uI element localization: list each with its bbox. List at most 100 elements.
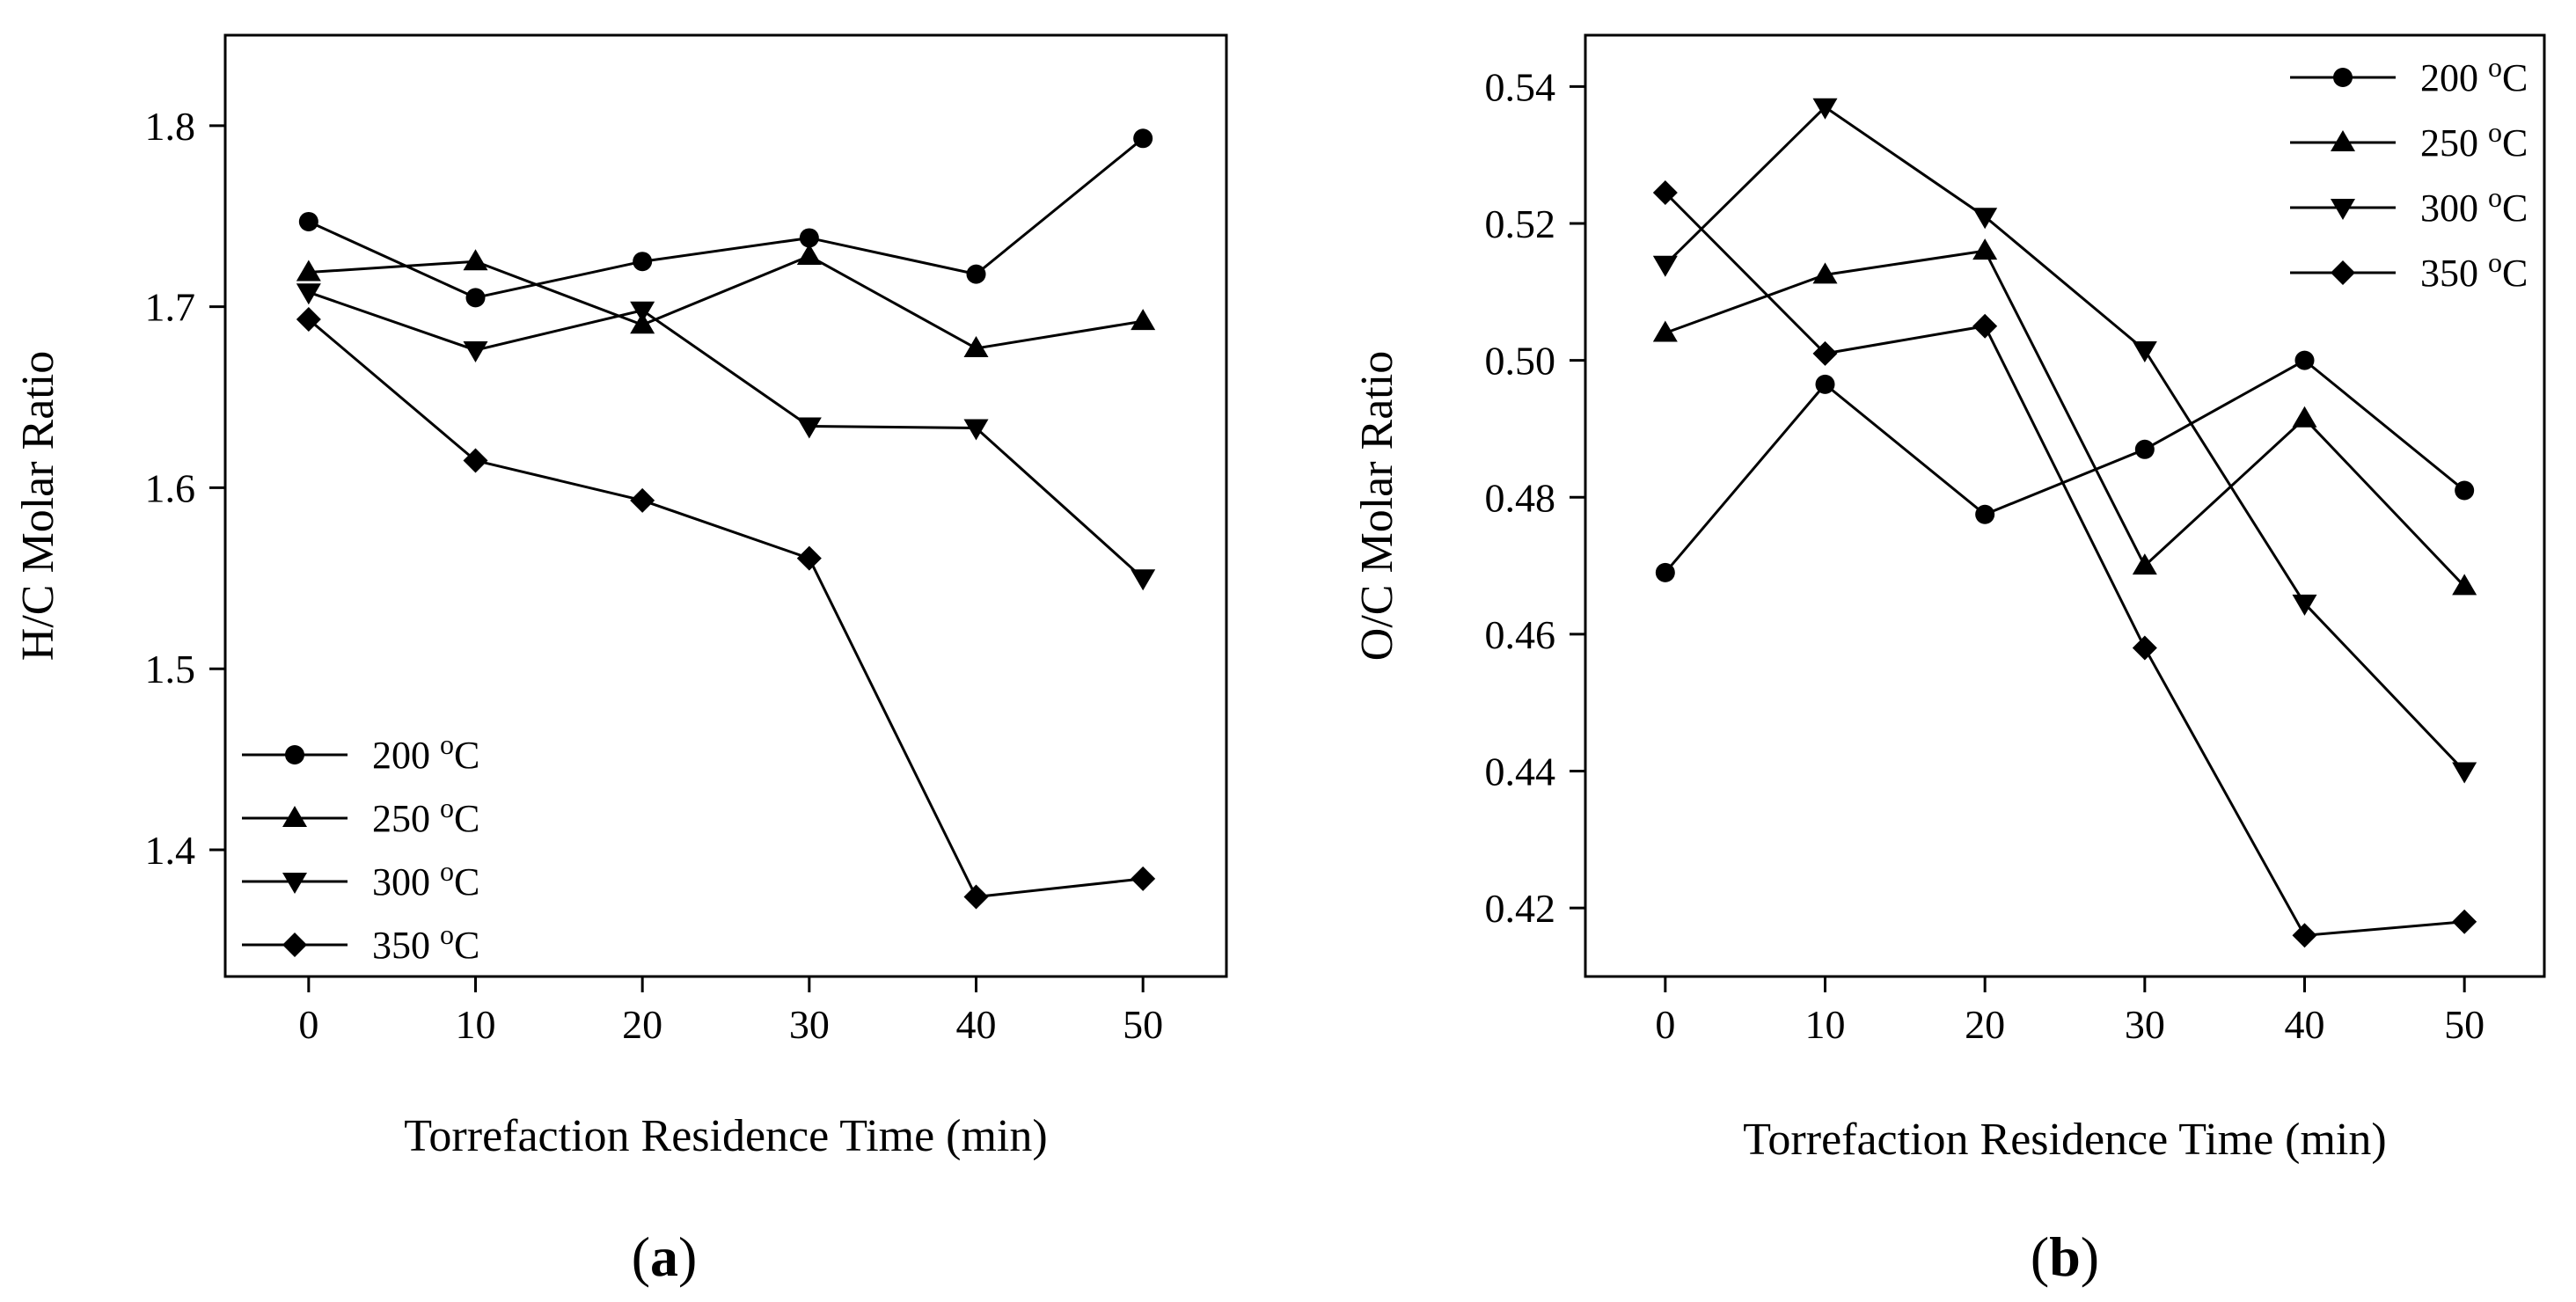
data-point-350 <box>1972 313 1998 339</box>
data-point-250 <box>2292 406 2317 428</box>
legend-marker-300 <box>2331 199 2355 220</box>
data-point-200 <box>465 288 486 308</box>
y-tick-label: 1.8 <box>145 104 196 149</box>
data-point-200 <box>799 228 819 248</box>
x-tick-label: 40 <box>2285 1002 2325 1047</box>
data-point-350 <box>2292 923 2317 948</box>
x-axis-title: Torrefaction Residence Time (min) <box>1743 1115 2386 1165</box>
plot-frame <box>1584 33 2546 978</box>
data-point-350 <box>463 448 488 473</box>
x-tick-label: 10 <box>1805 1002 1846 1047</box>
data-point-200 <box>1815 374 1835 394</box>
data-point-250 <box>2132 553 2157 575</box>
data-point-200 <box>298 211 318 231</box>
legend-label-300: 300 oC <box>2420 181 2528 230</box>
plot-frame <box>223 33 1228 978</box>
data-point-250 <box>296 260 321 282</box>
data-point-300 <box>2452 762 2477 784</box>
data-point-300 <box>2132 340 2157 362</box>
data-point-300 <box>1652 255 1678 277</box>
x-tick-label: 50 <box>1123 1002 1163 1047</box>
data-point-300 <box>963 419 989 441</box>
data-point-250 <box>1812 262 1838 284</box>
data-point-300 <box>1972 208 1998 230</box>
data-point-200 <box>2134 439 2155 459</box>
y-tick-label: 0.44 <box>1485 750 1556 794</box>
legend-marker-200 <box>2333 68 2353 87</box>
data-point-300 <box>630 301 655 323</box>
data-point-250 <box>630 312 655 334</box>
data-point-300 <box>1812 98 1838 120</box>
series-line-350 <box>307 318 1144 899</box>
x-tick-label: 50 <box>2444 1002 2485 1047</box>
legend-label-200: 200 oC <box>372 728 479 777</box>
data-point-200 <box>1655 562 1675 582</box>
data-point-300 <box>2292 594 2317 616</box>
legend-label-250: 250 oC <box>2420 116 2528 165</box>
legend-label-350: 350 oC <box>372 918 479 967</box>
series-line-250 <box>1665 249 2466 588</box>
x-tick-label: 20 <box>622 1002 662 1047</box>
data-point-250 <box>463 249 488 271</box>
x-tick-label: 0 <box>1655 1002 1675 1047</box>
chart-panel-b: 0 10 20 30 40 50 0.42 0.44 0.46 0.48 0.50 0.52 0.54 T… <box>1352 33 2546 1288</box>
legend-marker-300 <box>282 873 307 894</box>
data-point-250 <box>963 335 989 357</box>
data-point-350 <box>1131 866 1156 891</box>
y-tick-label: 1.4 <box>145 828 196 873</box>
data-point-350 <box>796 545 822 571</box>
data-point-200 <box>633 252 653 272</box>
legend-marker-250 <box>282 806 307 827</box>
x-axis-title: Torrefaction Residence Time (min) <box>404 1111 1047 1161</box>
series-line-250 <box>308 254 1144 350</box>
y-tick-label: 0.46 <box>1485 612 1556 657</box>
y-axis-title: H/C Molar Ratio <box>13 351 63 661</box>
data-point-350 <box>2132 635 2157 661</box>
chart-panel-a: 0 10 20 30 40 50 1.4 1.5 1.6 1.7 1.8 Torrefaction R… <box>13 33 1228 1288</box>
y-tick-label: 1.7 <box>145 285 196 330</box>
series-line-200 <box>308 137 1145 299</box>
data-point-200 <box>2294 350 2315 370</box>
data-point-350 <box>963 884 989 910</box>
y-tick-label: 0.42 <box>1485 886 1556 931</box>
y-axis-title: O/C Molar Ratio <box>1352 351 1402 661</box>
data-point-300 <box>1131 569 1156 591</box>
y-tick-label: 0.50 <box>1485 339 1556 384</box>
x-tick-label: 40 <box>956 1002 997 1047</box>
legend-marker-200 <box>285 745 304 764</box>
x-tick-label: 0 <box>298 1002 318 1047</box>
data-point-350 <box>1652 179 1678 205</box>
x-tick-label: 30 <box>789 1002 830 1047</box>
series-line-300 <box>1664 105 2466 772</box>
data-point-200 <box>966 264 986 284</box>
legend-label-350: 350 oC <box>2420 246 2528 295</box>
data-point-200 <box>1133 128 1153 149</box>
legend-marker-350 <box>2331 260 2355 285</box>
x-tick-label: 20 <box>1965 1002 2005 1047</box>
legend-label-300: 300 oC <box>372 855 479 903</box>
data-point-300 <box>296 283 321 305</box>
data-point-350 <box>1812 340 1838 366</box>
x-tick-label: 10 <box>456 1002 496 1047</box>
series-line-200 <box>1664 358 2466 574</box>
legend-label-250: 250 oC <box>372 792 479 840</box>
y-tick-label: 1.5 <box>145 647 196 691</box>
panel-label: (a) <box>632 1225 698 1288</box>
legend-marker-350 <box>282 933 307 957</box>
data-point-350 <box>296 307 321 333</box>
y-tick-label: 0.48 <box>1485 475 1556 520</box>
legend-marker-250 <box>2331 130 2355 151</box>
data-point-300 <box>796 417 822 439</box>
data-point-250 <box>796 244 822 266</box>
data-point-250 <box>1652 320 1678 342</box>
series-line-350 <box>1664 191 2465 937</box>
series-line-300 <box>308 290 1145 580</box>
data-point-200 <box>2455 480 2475 501</box>
y-tick-label: 0.52 <box>1485 201 1556 246</box>
data-point-250 <box>1972 238 1998 260</box>
data-point-250 <box>1131 309 1156 331</box>
data-point-300 <box>463 341 488 363</box>
y-tick-label: 1.6 <box>145 465 196 510</box>
data-point-250 <box>2452 574 2477 596</box>
